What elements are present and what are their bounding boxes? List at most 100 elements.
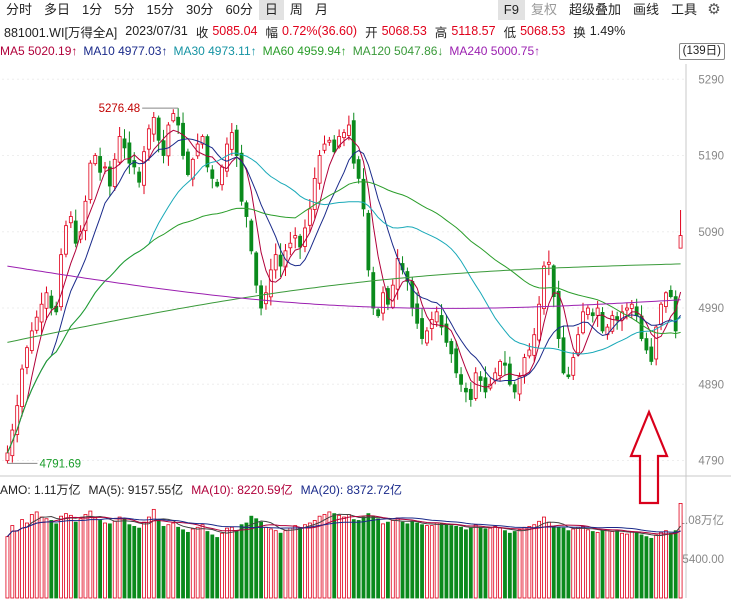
volume-bar	[464, 529, 468, 599]
volume-bar	[620, 532, 624, 599]
candle-body	[93, 155, 98, 165]
bar-count-badge[interactable]: (139日)	[678, 43, 725, 60]
fuquan-button[interactable]: 复权	[530, 2, 557, 17]
tools-button[interactable]: 工具	[670, 2, 697, 17]
super-overlay-button[interactable]: 超级叠加	[568, 2, 621, 17]
volume-bar	[542, 516, 546, 599]
volume-bar	[225, 527, 229, 599]
candle-body	[473, 372, 478, 399]
volume-bar	[629, 531, 634, 599]
volume-bar	[117, 516, 122, 599]
candle-body	[659, 303, 663, 325]
volume-bar	[186, 531, 190, 599]
volume-bar	[68, 514, 73, 599]
ma120-legend: MA120 5047.86↓	[352, 44, 444, 58]
period-tab-day[interactable]: 日	[258, 0, 284, 20]
candle-body	[220, 166, 224, 186]
candle-body	[312, 177, 317, 210]
volume-bar	[190, 528, 195, 599]
draw-line-button[interactable]: 画线	[632, 2, 659, 17]
volume-bar	[146, 516, 151, 599]
quote-date: 2023/07/31	[125, 24, 188, 38]
candle-body	[112, 158, 117, 187]
volume-bar	[566, 530, 571, 599]
candle-body	[634, 306, 639, 317]
period-tab-1min[interactable]: 1分	[82, 2, 103, 17]
period-tab-intraday[interactable]: 分时	[6, 2, 33, 17]
period-tab-week[interactable]: 周	[289, 2, 303, 17]
candle-body	[59, 254, 64, 308]
f9-button[interactable]: F9	[497, 0, 525, 20]
candle-body	[190, 158, 195, 180]
candle-body	[117, 136, 122, 163]
candle-body	[200, 136, 205, 145]
close-label: 收	[195, 25, 209, 40]
candle-body	[225, 143, 229, 172]
volume-bar	[581, 526, 585, 599]
candle-body	[415, 303, 420, 324]
volume-bar	[468, 527, 473, 599]
candle-body	[176, 116, 181, 126]
candle-body	[49, 295, 54, 309]
low-value: 5068.53	[520, 24, 566, 38]
volume-bar	[405, 523, 410, 599]
volume-bar	[449, 525, 454, 599]
candle-body	[644, 338, 649, 351]
volume-bar	[532, 524, 537, 599]
ma120-line	[7, 263, 681, 343]
candle-body	[161, 140, 166, 156]
candle-body	[537, 303, 542, 341]
candle-body	[273, 254, 278, 271]
volume-bar	[634, 531, 639, 599]
volume-bar	[522, 526, 527, 599]
candle-body	[517, 376, 522, 395]
volume-bar	[576, 526, 581, 599]
candle-body	[410, 281, 415, 309]
candle-body	[600, 312, 605, 332]
ma240-line	[7, 265, 681, 309]
ma10-legend: MA10 4977.03↑	[83, 44, 168, 58]
candle-body	[425, 330, 429, 344]
volume-bar	[244, 522, 249, 599]
candle-body	[44, 292, 49, 309]
period-tab-5min[interactable]: 5分	[114, 2, 135, 17]
period-toolbar: 分时 多日 1分 5分 15分 30分 60分 日 周 月 F9 复权 超级叠加…	[0, 0, 731, 20]
candle-body	[166, 124, 171, 157]
volume-bar	[259, 521, 263, 599]
candle-body	[673, 296, 678, 332]
volume-bar	[366, 513, 371, 599]
turnover-value: 1.49%	[589, 24, 626, 38]
period-tab-month[interactable]: 月	[314, 2, 328, 17]
volume-bar	[390, 520, 395, 599]
volume-bar	[39, 516, 44, 599]
volume-bar	[20, 519, 24, 599]
ma10-line	[6, 138, 682, 454]
period-tab-60min[interactable]: 60分	[225, 2, 253, 17]
volume-bar	[64, 513, 68, 599]
volume-bar	[93, 517, 98, 599]
gear-icon[interactable]: ⚙	[707, 1, 721, 18]
candle-body	[493, 372, 498, 381]
volume-bar	[98, 520, 103, 599]
candle-body	[210, 169, 215, 179]
candle-body	[498, 361, 502, 376]
volume-bar	[605, 529, 610, 599]
volume-bar	[473, 524, 478, 599]
candle-body	[239, 152, 244, 202]
volume-bar	[215, 537, 220, 599]
security-code: 881001.WI[万得全A]	[4, 25, 118, 40]
period-tab-multiday[interactable]: 多日	[44, 2, 71, 17]
volume-bar	[25, 522, 29, 599]
candle-body	[244, 202, 249, 217]
candle-body	[542, 265, 546, 310]
candle-body	[571, 357, 576, 376]
candle-body	[20, 368, 24, 408]
volume-bar	[483, 528, 488, 599]
ma60-line	[6, 181, 681, 454]
volume-bar	[659, 531, 663, 599]
volume-bar	[278, 532, 283, 599]
period-tab-30min[interactable]: 30分	[185, 2, 214, 17]
period-tab-15min[interactable]: 15分	[146, 2, 174, 17]
ma240-legend: MA240 5000.75↑	[449, 44, 541, 58]
